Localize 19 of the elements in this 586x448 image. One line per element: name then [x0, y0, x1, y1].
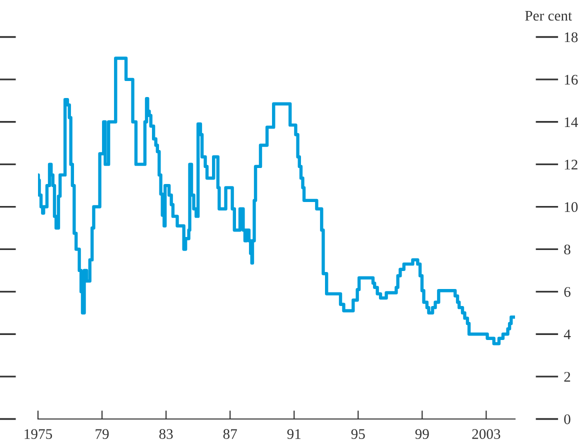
x-tick-label: 83 [159, 429, 173, 439]
y-tick-label: 4 [564, 330, 571, 340]
x-tick-label: 87 [223, 429, 237, 439]
y-axis-title: Per cent [525, 10, 572, 21]
x-tick-label: 2003 [472, 429, 500, 439]
y-tick-label: 2 [564, 372, 570, 382]
x-tick-label: 91 [287, 429, 301, 439]
x-tick-label: 95 [351, 429, 365, 439]
x-tick-label: 99 [415, 429, 429, 439]
y-tick-label: 18 [564, 32, 578, 42]
y-tick-label: 8 [564, 244, 570, 254]
x-tick-label: 79 [96, 429, 109, 439]
x-tick-label: 1975 [24, 429, 52, 439]
y-tick-label: 12 [564, 160, 578, 170]
y-tick-label: 6 [564, 287, 570, 297]
y-tick-label: 10 [564, 202, 578, 212]
y-tick-label: 14 [564, 117, 578, 127]
y-tick-label: 0 [564, 414, 570, 424]
y-tick-label: 16 [564, 74, 578, 85]
